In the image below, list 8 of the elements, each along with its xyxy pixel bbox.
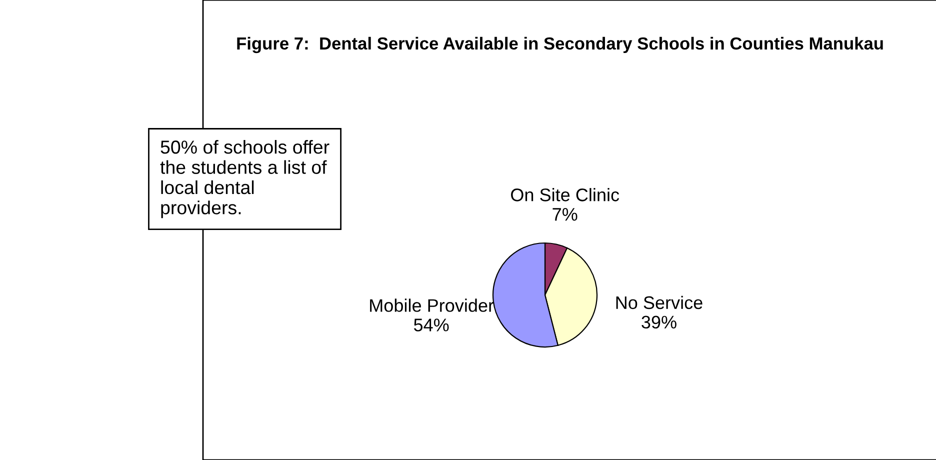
slice-label: On Site Clinic [511, 188, 620, 202]
slice-label: No Service [616, 296, 702, 310]
text: 50% of schools offer the students a list of local dental providers. [160, 140, 330, 218]
slice-label: Mobile Provider [370, 298, 494, 312]
chart-title: Figure 7: Dental Service Available in Secondary Schools in Counties Manukau [237, 36, 883, 54]
data-label: 39% [642, 316, 676, 329]
data-label: 54% [414, 318, 449, 332]
data-label: 7% [552, 208, 578, 221]
